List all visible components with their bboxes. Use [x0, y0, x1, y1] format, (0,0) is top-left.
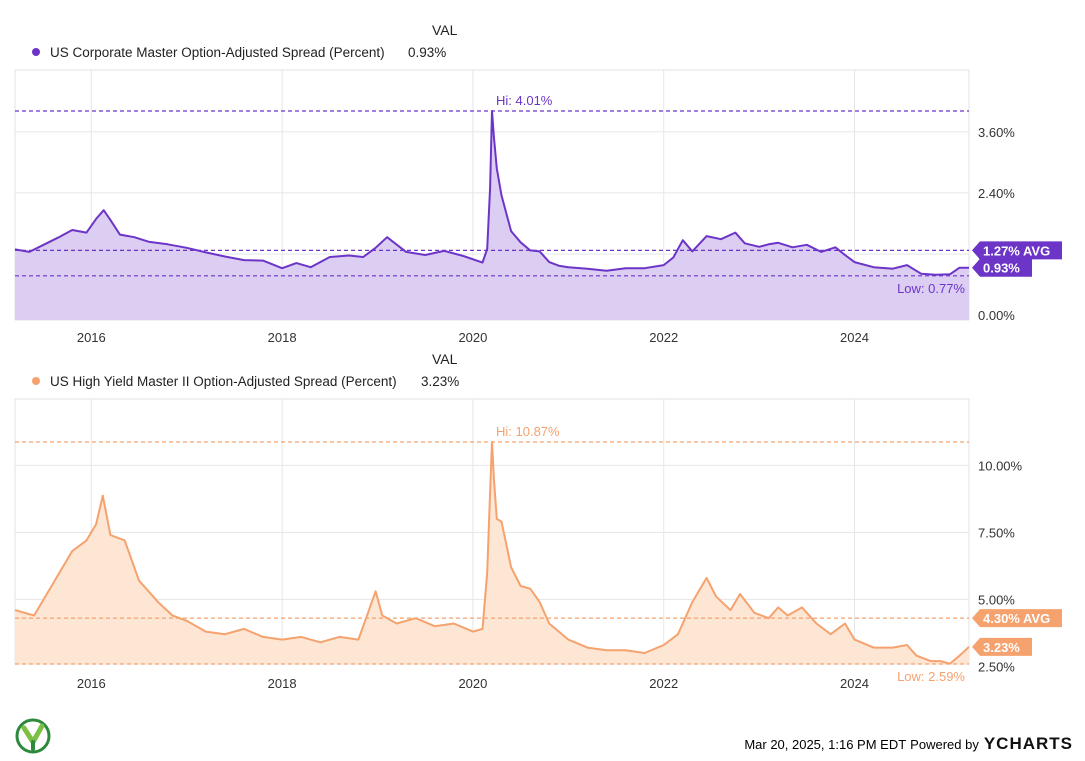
legend-series-name: US High Yield Master II Option-Adjusted … — [50, 374, 397, 389]
x-tick-label: 2024 — [840, 676, 869, 691]
footer: Mar 20, 2025, 1:16 PM EDT Powered by YCH… — [744, 733, 1073, 755]
x-tick-label: 2018 — [268, 330, 297, 345]
y-tick-label: 0.00% — [978, 308, 1015, 323]
current-value-tag — [972, 637, 1032, 656]
series-area — [15, 442, 969, 664]
x-tick-label: 2022 — [649, 330, 678, 345]
low-label: Low: 0.77% — [897, 281, 965, 296]
low-label: Low: 2.59% — [897, 669, 965, 684]
y-tick-label: 10.00% — [978, 458, 1023, 473]
series-line — [14, 110, 969, 276]
average-tag-label: 1.27% AVG — [983, 243, 1050, 258]
y-tick-label: 7.50% — [978, 525, 1015, 540]
x-tick-label: 2022 — [649, 676, 678, 691]
average-tag — [972, 609, 1062, 628]
high-label: Hi: 4.01% — [496, 93, 553, 108]
x-tick-label: 2024 — [840, 330, 869, 345]
x-tick-label: 2020 — [458, 330, 487, 345]
x-tick-label: 2020 — [458, 676, 487, 691]
y-tick-label: 2.50% — [978, 659, 1015, 674]
series-area — [15, 111, 969, 320]
legend-series-name: US Corporate Master Option-Adjusted Spre… — [50, 45, 385, 60]
footer-powered-by: Powered by — [910, 736, 979, 752]
series-line — [14, 441, 970, 665]
legend-marker-icon — [32, 48, 40, 56]
legend-current-value: 0.93% — [408, 45, 446, 60]
legend-value-header: VAL — [432, 351, 458, 367]
footer-brand[interactable]: YCHARTS — [983, 734, 1073, 753]
current-value-tag — [972, 258, 1032, 277]
legend-current-value: 3.23% — [421, 374, 459, 389]
legend-marker-icon — [32, 377, 40, 385]
current-value-tag-label: 3.23% — [983, 640, 1020, 655]
y-tick-label: 5.00% — [978, 592, 1015, 607]
x-tick-label: 2016 — [77, 330, 106, 345]
x-tick-label: 2018 — [268, 676, 297, 691]
ycharts-logo-icon — [15, 718, 51, 754]
current-value-tag-label: 0.93% — [983, 261, 1020, 276]
legend-value-header: VAL — [432, 22, 458, 38]
x-tick-label: 2016 — [77, 676, 106, 691]
average-tag — [972, 241, 1062, 260]
footer-timestamp: Mar 20, 2025, 1:16 PM EDT — [744, 736, 907, 752]
y-tick-label: 3.60% — [978, 125, 1015, 140]
y-tick-label: 2.40% — [978, 186, 1015, 201]
high-label: Hi: 10.87% — [496, 424, 560, 439]
average-tag-label: 4.30% AVG — [983, 611, 1050, 626]
